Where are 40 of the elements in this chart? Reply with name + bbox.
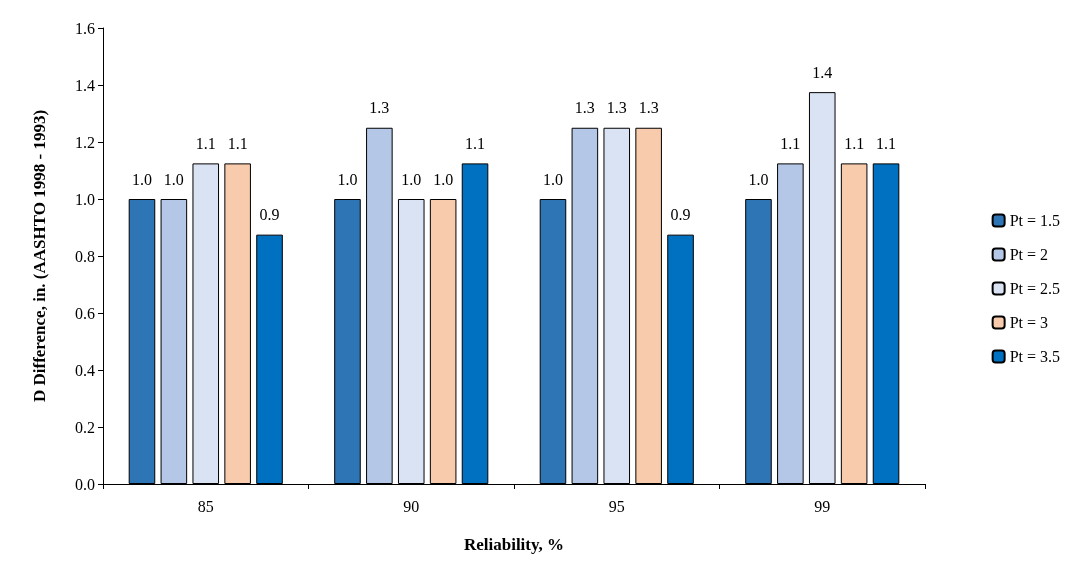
data-label: 1.1: [195, 134, 216, 152]
data-label: 0.9: [259, 206, 280, 224]
data-label: 1.1: [876, 134, 897, 152]
data-label: 1.3: [369, 99, 390, 117]
y-axis-title: D Difference, in. (AASHTO 1998 - 1993): [30, 109, 49, 403]
data-label: 0.9: [670, 206, 691, 224]
y-tick-label: 0.4: [75, 361, 95, 379]
data-label: 1.0: [163, 170, 184, 188]
legend-label: Pt = 2.5: [1009, 280, 1061, 297]
data-label: 1.3: [574, 99, 595, 117]
data-label: 1.3: [638, 99, 659, 117]
legend-label: Pt = 1.5: [1009, 212, 1061, 229]
y-tick-label: 0.2: [75, 418, 95, 436]
x-tick-label: 90: [403, 497, 420, 515]
legend-label: Pt = 3.5: [1009, 348, 1061, 365]
y-tick-label: 1.2: [75, 133, 95, 151]
data-label: 1.0: [748, 170, 769, 188]
y-tick-label: 1.0: [75, 190, 95, 208]
data-label: 1.0: [131, 170, 152, 188]
data-label: 1.0: [433, 170, 454, 188]
data-label: 1.0: [542, 170, 563, 188]
legend-label: Pt = 3: [1009, 314, 1049, 331]
data-label: 1.1: [844, 134, 865, 152]
data-label: 1.1: [227, 134, 248, 152]
data-label: 1.3: [606, 99, 627, 117]
y-tick-label: 1.6: [75, 19, 95, 37]
x-tick-label: 99: [814, 497, 831, 515]
x-axis-title: Reliability, %: [463, 535, 565, 554]
data-label: 1.4: [812, 63, 833, 81]
data-label: 1.0: [401, 170, 422, 188]
legend-label: Pt = 2: [1009, 246, 1049, 263]
y-tick-label: 1.4: [75, 76, 95, 94]
y-tick-label: 0.8: [75, 247, 95, 265]
data-label: 1.1: [465, 134, 486, 152]
y-tick-label: 0.6: [75, 304, 95, 322]
y-tick-label: 0.0: [75, 475, 95, 493]
data-label: 1.0: [337, 170, 358, 188]
x-tick-label: 85: [197, 497, 214, 515]
data-label: 1.1: [780, 134, 801, 152]
x-tick-label: 95: [608, 497, 625, 515]
